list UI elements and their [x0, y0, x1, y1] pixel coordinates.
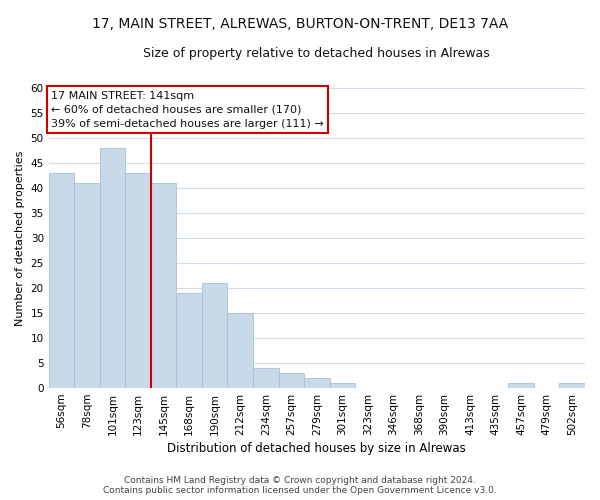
Bar [176, 293, 202, 388]
Text: 17, MAIN STREET, ALREWAS, BURTON-ON-TRENT, DE13 7AA: 17, MAIN STREET, ALREWAS, BURTON-ON-TREN… [92, 18, 508, 32]
Bar [559, 383, 585, 388]
Bar [202, 283, 227, 388]
Bar [227, 313, 253, 388]
Bar [125, 173, 151, 388]
Y-axis label: Number of detached properties: Number of detached properties [15, 150, 25, 326]
Bar [151, 183, 176, 388]
Text: Contains HM Land Registry data © Crown copyright and database right 2024.
Contai: Contains HM Land Registry data © Crown c… [103, 476, 497, 495]
Bar [278, 373, 304, 388]
Bar [49, 173, 74, 388]
Title: Size of property relative to detached houses in Alrewas: Size of property relative to detached ho… [143, 48, 490, 60]
Bar [100, 148, 125, 388]
Bar [508, 383, 534, 388]
Bar [329, 383, 355, 388]
X-axis label: Distribution of detached houses by size in Alrewas: Distribution of detached houses by size … [167, 442, 466, 455]
Bar [74, 183, 100, 388]
Bar [253, 368, 278, 388]
Text: 17 MAIN STREET: 141sqm
← 60% of detached houses are smaller (170)
39% of semi-de: 17 MAIN STREET: 141sqm ← 60% of detached… [51, 90, 324, 128]
Bar [304, 378, 329, 388]
